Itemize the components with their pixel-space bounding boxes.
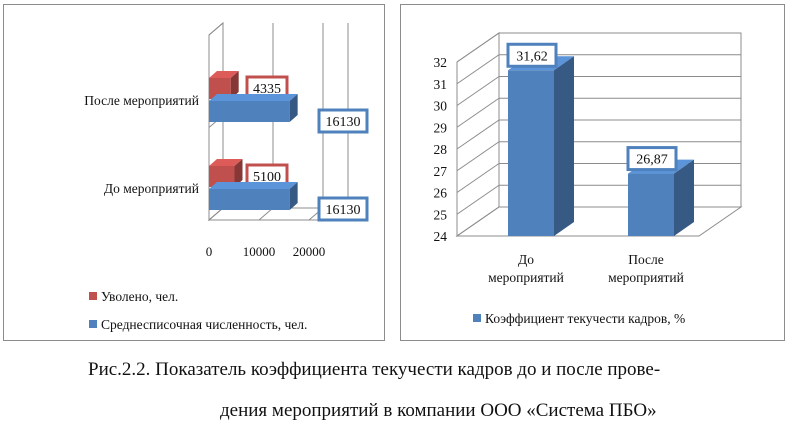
y-gridline-side [456,184,500,215]
y-tick-label: 30 [434,99,448,114]
data-label: 16130 [326,203,361,218]
figure-caption-line-2: дения мероприятий в компании ООО «Систем… [220,400,657,421]
legend-swatch [89,320,97,328]
data-label: 31,62 [516,49,548,64]
bar-side [234,159,243,187]
turnover-rate-chart: 24 25 26 27 28 29 30 31 32 31,62 26,87 До мероприяти… [400,4,785,341]
column [628,173,674,236]
y-tick-label: 25 [434,207,448,222]
y-gridline-side [456,32,500,63]
y-gridline-side [456,54,500,85]
y-tick-label: 27 [434,164,448,179]
bar-side [289,182,298,210]
bar-side [230,71,239,99]
legend-swatch [89,292,97,300]
y-gridline-side [456,163,500,193]
data-label-box [317,196,369,222]
y-gridline-side [456,119,500,150]
data-label: 16130 [326,115,361,130]
legend-label: Среднесписочная численность, чел. [101,317,307,332]
bar [209,166,235,187]
figure-caption-line-1: Рис.2.2. Показатель коэффициента текучес… [88,359,661,380]
data-label: 26,87 [636,153,668,168]
y-separator [208,22,224,36]
floor [455,206,743,237]
data-label: 5100 [253,170,281,185]
bar [209,101,290,122]
data-label-box [626,146,678,172]
x-tick-label: 0 [206,244,213,259]
legend-label: Коэффициент текучести кадров, % [485,311,685,326]
turnover-headcount-chart: 0 10000 20000 После мероприятий 4335 16130 До … [3,4,385,341]
y-gridline-side [456,76,500,106]
data-label: 4335 [253,82,281,97]
bar-top [209,159,243,166]
category-label: До [518,252,534,267]
column-side [554,56,574,236]
column-side [674,159,694,236]
x-tick-label: 10000 [243,244,276,259]
category-label: После мероприятий [84,93,199,108]
category-label: мероприятий [488,270,564,285]
y-tick-label: 29 [434,120,448,135]
bar-top [209,94,298,101]
right-chart-svg: 24 25 26 27 28 29 30 31 32 31,62 26,87 До мероприяти… [434,32,743,326]
bar-side [289,94,298,122]
bar [209,78,231,99]
category-label: мероприятий [608,270,684,285]
column [508,70,554,236]
data-label-box [506,42,558,68]
y-tick-label: 31 [434,77,448,92]
legend-swatch [473,314,481,322]
bar-top [209,182,298,189]
y-tick-label: 32 [434,55,448,70]
category-label: После [628,252,664,267]
bar [209,189,290,210]
legend-label: Уволено, чел. [101,289,178,304]
data-label-box [317,108,369,134]
y-gridline-side [456,97,500,128]
y-gridline-side [456,206,500,237]
bar-top [209,71,239,78]
y-gridline-side [456,141,500,172]
x-tick-label: 20000 [293,244,326,259]
left-chart-svg: 0 10000 20000 После мероприятий 4335 16130 До … [84,21,369,332]
category-label: До мероприятий [104,181,199,196]
y-tick-label: 28 [434,142,448,157]
y-tick-label: 26 [434,186,448,201]
y-tick-label: 24 [434,229,448,244]
